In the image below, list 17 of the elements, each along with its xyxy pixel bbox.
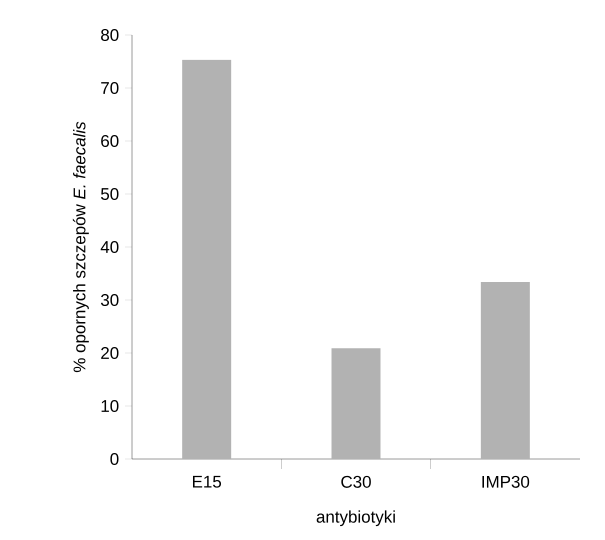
y-tick-label: 0: [110, 453, 118, 465]
bar: [332, 348, 381, 459]
y-tick-label: 80: [101, 29, 118, 41]
y-tick-label: 50: [100, 188, 118, 200]
y-tick-label: 30: [100, 294, 118, 306]
y-tick-label: 70: [101, 82, 118, 94]
bar: [182, 60, 232, 459]
x-tick-label: E15: [192, 476, 222, 488]
y-tick-label: 10: [102, 400, 118, 412]
y-tick-label: 60: [101, 135, 118, 147]
y-tick-label: 20: [101, 347, 118, 359]
x-tick-label: IMP30: [482, 476, 530, 488]
x-axis-title: antybiotyki: [316, 510, 395, 526]
x-tick-label: C30: [341, 476, 371, 488]
y-axis-title: % opornych szczepów E. faecalis: [72, 122, 89, 372]
bar: [480, 282, 530, 459]
y-tick-label: 40: [100, 241, 118, 253]
